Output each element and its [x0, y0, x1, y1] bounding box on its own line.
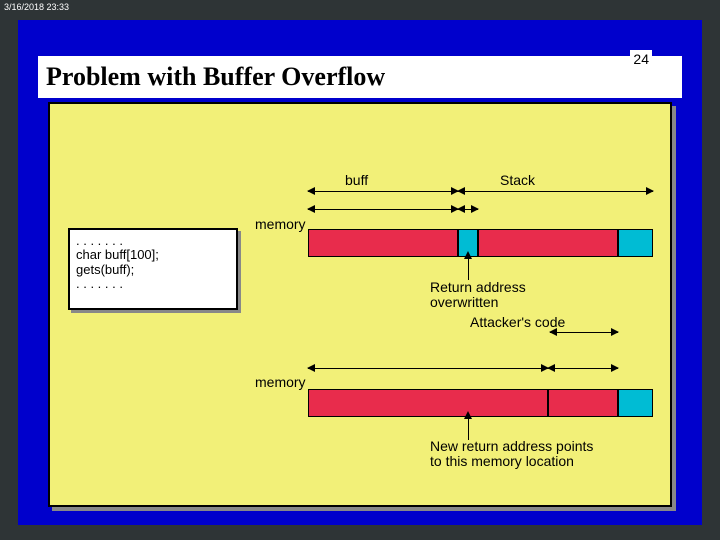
- arrow-head-icon: [549, 328, 557, 336]
- arrow-head-icon: [307, 187, 315, 195]
- memory-segment: [478, 229, 618, 257]
- arrow-head-icon: [611, 328, 619, 336]
- code-line: . . . . . . .: [76, 234, 230, 248]
- label-buff: buff: [345, 172, 368, 188]
- arrow-head-icon: [457, 205, 465, 213]
- memory-bar-1: [308, 229, 653, 257]
- diagram-content: buff Stack memory memory Return address …: [48, 102, 672, 507]
- code-line: gets(buff);: [76, 263, 230, 277]
- label-stack: Stack: [500, 172, 535, 188]
- arrow-head-icon: [464, 411, 472, 419]
- pointer-arrow: [468, 418, 469, 440]
- memory-segment: [618, 229, 653, 257]
- code-line: char buff[100];: [76, 248, 230, 262]
- code-box: . . . . . . . char buff[100]; gets(buff)…: [68, 228, 238, 310]
- label-new-return: New return address points to this memory…: [430, 439, 593, 468]
- arrow-head-icon: [547, 364, 555, 372]
- span-arrow: [458, 191, 653, 192]
- code-line: . . . . . . .: [76, 277, 230, 291]
- label-return-overwritten: Return address overwritten: [430, 280, 526, 309]
- span-arrow: [308, 209, 458, 210]
- memory-segment: [618, 389, 653, 417]
- arrow-head-icon: [646, 187, 654, 195]
- arrow-head-icon: [307, 364, 315, 372]
- slide-title: Problem with Buffer Overflow: [38, 56, 682, 98]
- timestamp: 3/16/2018 23:33: [4, 2, 69, 12]
- arrow-head-icon: [611, 364, 619, 372]
- page-number: 24: [630, 50, 652, 68]
- label-memory-2: memory: [255, 374, 306, 390]
- arrow-head-icon: [307, 205, 315, 213]
- arrow-head-icon: [464, 251, 472, 259]
- memory-segment: [548, 389, 618, 417]
- span-arrow: [308, 191, 458, 192]
- arrow-head-icon: [457, 187, 465, 195]
- label-memory-1: memory: [255, 216, 306, 232]
- memory-bar-2: [308, 389, 653, 417]
- span-arrow: [308, 368, 548, 369]
- arrow-head-icon: [471, 205, 479, 213]
- memory-segment: [308, 389, 548, 417]
- memory-segment: [308, 229, 458, 257]
- pointer-arrow: [468, 258, 469, 280]
- slide: 24 Problem with Buffer Overflow buff Sta…: [18, 20, 702, 525]
- span-arrow: [550, 332, 618, 333]
- span-arrow: [548, 368, 618, 369]
